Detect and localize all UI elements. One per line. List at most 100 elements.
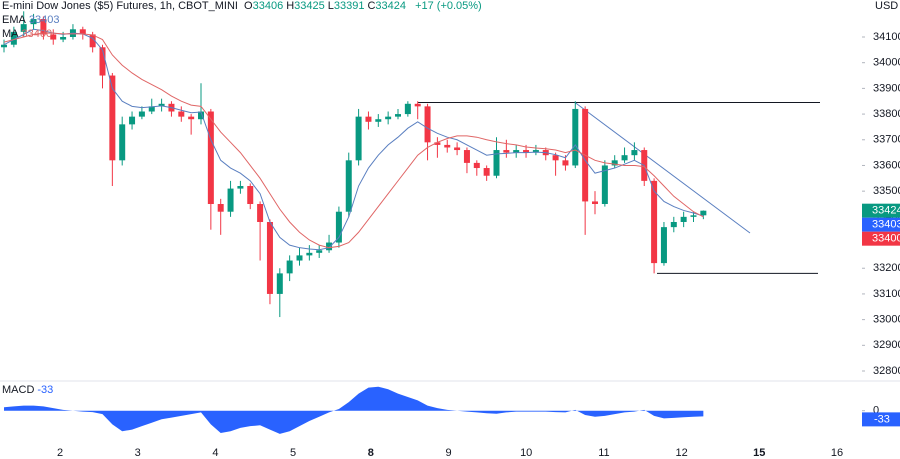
candle-body	[375, 119, 382, 122]
candle-body	[60, 36, 67, 40]
candle-body	[365, 116, 372, 122]
candle-body	[660, 227, 667, 264]
candle-body	[454, 147, 461, 151]
x-tick-label: 10	[520, 447, 532, 459]
price-tag-label: 33424	[872, 205, 900, 217]
candle-body	[257, 204, 264, 222]
price-tag	[862, 412, 900, 427]
candle-body	[651, 180, 658, 264]
candle-body	[40, 19, 47, 35]
candle-body	[513, 150, 520, 153]
candle-body	[217, 204, 224, 212]
x-tick-label: 4	[212, 447, 218, 459]
candle-body	[385, 116, 392, 120]
ohlc: O33406 H33425 L33391 C33424	[244, 0, 409, 12]
candle-body	[89, 34, 96, 48]
candle-body	[20, 24, 27, 32]
candle-body	[266, 221, 273, 294]
macd-legend: MACD -33	[2, 384, 56, 396]
ohlc-label: O	[244, 0, 253, 12]
candle-body	[611, 160, 618, 166]
ema-legend: EMA 33403	[2, 14, 62, 26]
candle-body	[326, 242, 333, 251]
price-tag	[862, 217, 900, 232]
candle-body	[493, 150, 500, 176]
price-tag	[862, 231, 900, 246]
trend-line	[574, 102, 751, 234]
candle-body	[631, 150, 638, 156]
symbol-title: E-mini Dow Jones ($5) Futures, 1h, CBOT_…	[2, 0, 238, 12]
macd-tick-label: 0	[873, 405, 879, 417]
legend-value: 33403	[28, 14, 60, 26]
candle-body	[335, 211, 342, 243]
candle-body	[296, 255, 303, 261]
price-tag-label: 33400	[872, 233, 900, 245]
price-tag	[862, 203, 900, 218]
candle-body	[306, 252, 313, 256]
candle-body	[345, 160, 352, 212]
candle-body	[562, 160, 569, 166]
y-tick-label: 33800	[873, 108, 900, 120]
candle-body	[316, 250, 323, 253]
ohlc-value: 33391	[333, 0, 365, 12]
candle-body	[532, 150, 539, 153]
x-tick-label: 3	[135, 447, 141, 459]
candle-body	[158, 103, 165, 107]
candle-body	[50, 34, 57, 40]
candle-body	[680, 216, 687, 222]
candle-body	[404, 103, 411, 115]
candle-body	[178, 111, 185, 117]
x-tick-label: 9	[445, 447, 451, 459]
x-tick-label: 12	[675, 447, 687, 459]
candle-body	[444, 144, 451, 148]
y-tick-label: 33600	[873, 159, 900, 171]
legend-value: -33	[37, 384, 54, 396]
y-tick-label: 33200	[873, 262, 900, 274]
candle-body	[207, 111, 214, 205]
price-tag-label: 33403	[872, 219, 900, 231]
candle-body	[592, 201, 598, 205]
candle-body	[434, 142, 441, 145]
header: E-mini Dow Jones ($5) Futures, 1h, CBOT_…	[2, 0, 485, 12]
legend-name: MACD	[2, 384, 35, 396]
y-tick-label: 33100	[873, 288, 900, 300]
candle-body	[10, 31, 17, 45]
candle-body	[30, 19, 37, 25]
x-tick-label: 2	[57, 447, 63, 459]
candle-body	[424, 106, 431, 143]
y-tick-label: 33000	[873, 314, 900, 326]
candle-body	[138, 111, 145, 117]
candle-body	[1, 44, 7, 48]
y-tick-label: 32900	[873, 339, 900, 351]
candle-body	[119, 124, 126, 161]
candle-body	[483, 168, 490, 176]
candle-body	[572, 108, 579, 166]
candle-body	[286, 260, 293, 274]
candle-body	[276, 273, 283, 294]
ohlc-label: L	[327, 0, 334, 12]
candle-body	[237, 186, 244, 189]
candle-body	[395, 114, 401, 117]
ohlc-value: 33406	[252, 0, 284, 12]
candle-body	[670, 221, 677, 228]
currency-label: USD	[875, 0, 898, 12]
ohlc-label: H	[286, 0, 295, 12]
y-tick-label: 33500	[873, 185, 900, 197]
candle-body	[700, 210, 707, 216]
x-tick-label: 15	[753, 447, 765, 459]
ohlc-label: C	[367, 0, 376, 12]
y-tick-label: 34000	[873, 57, 900, 69]
ohlc-value: 33424	[375, 0, 406, 12]
x-tick-label: 5	[290, 447, 296, 459]
candle-body	[227, 188, 234, 212]
y-tick-label: 33900	[873, 82, 900, 94]
ohlc-value: 33425	[294, 0, 325, 12]
candle-body	[188, 116, 195, 120]
candle-body	[79, 29, 86, 35]
candle-body	[523, 150, 530, 153]
x-tick-label: 16	[831, 447, 843, 459]
candle-body	[463, 150, 470, 163]
candle-body	[355, 116, 362, 161]
legend-name: MA	[2, 28, 19, 40]
